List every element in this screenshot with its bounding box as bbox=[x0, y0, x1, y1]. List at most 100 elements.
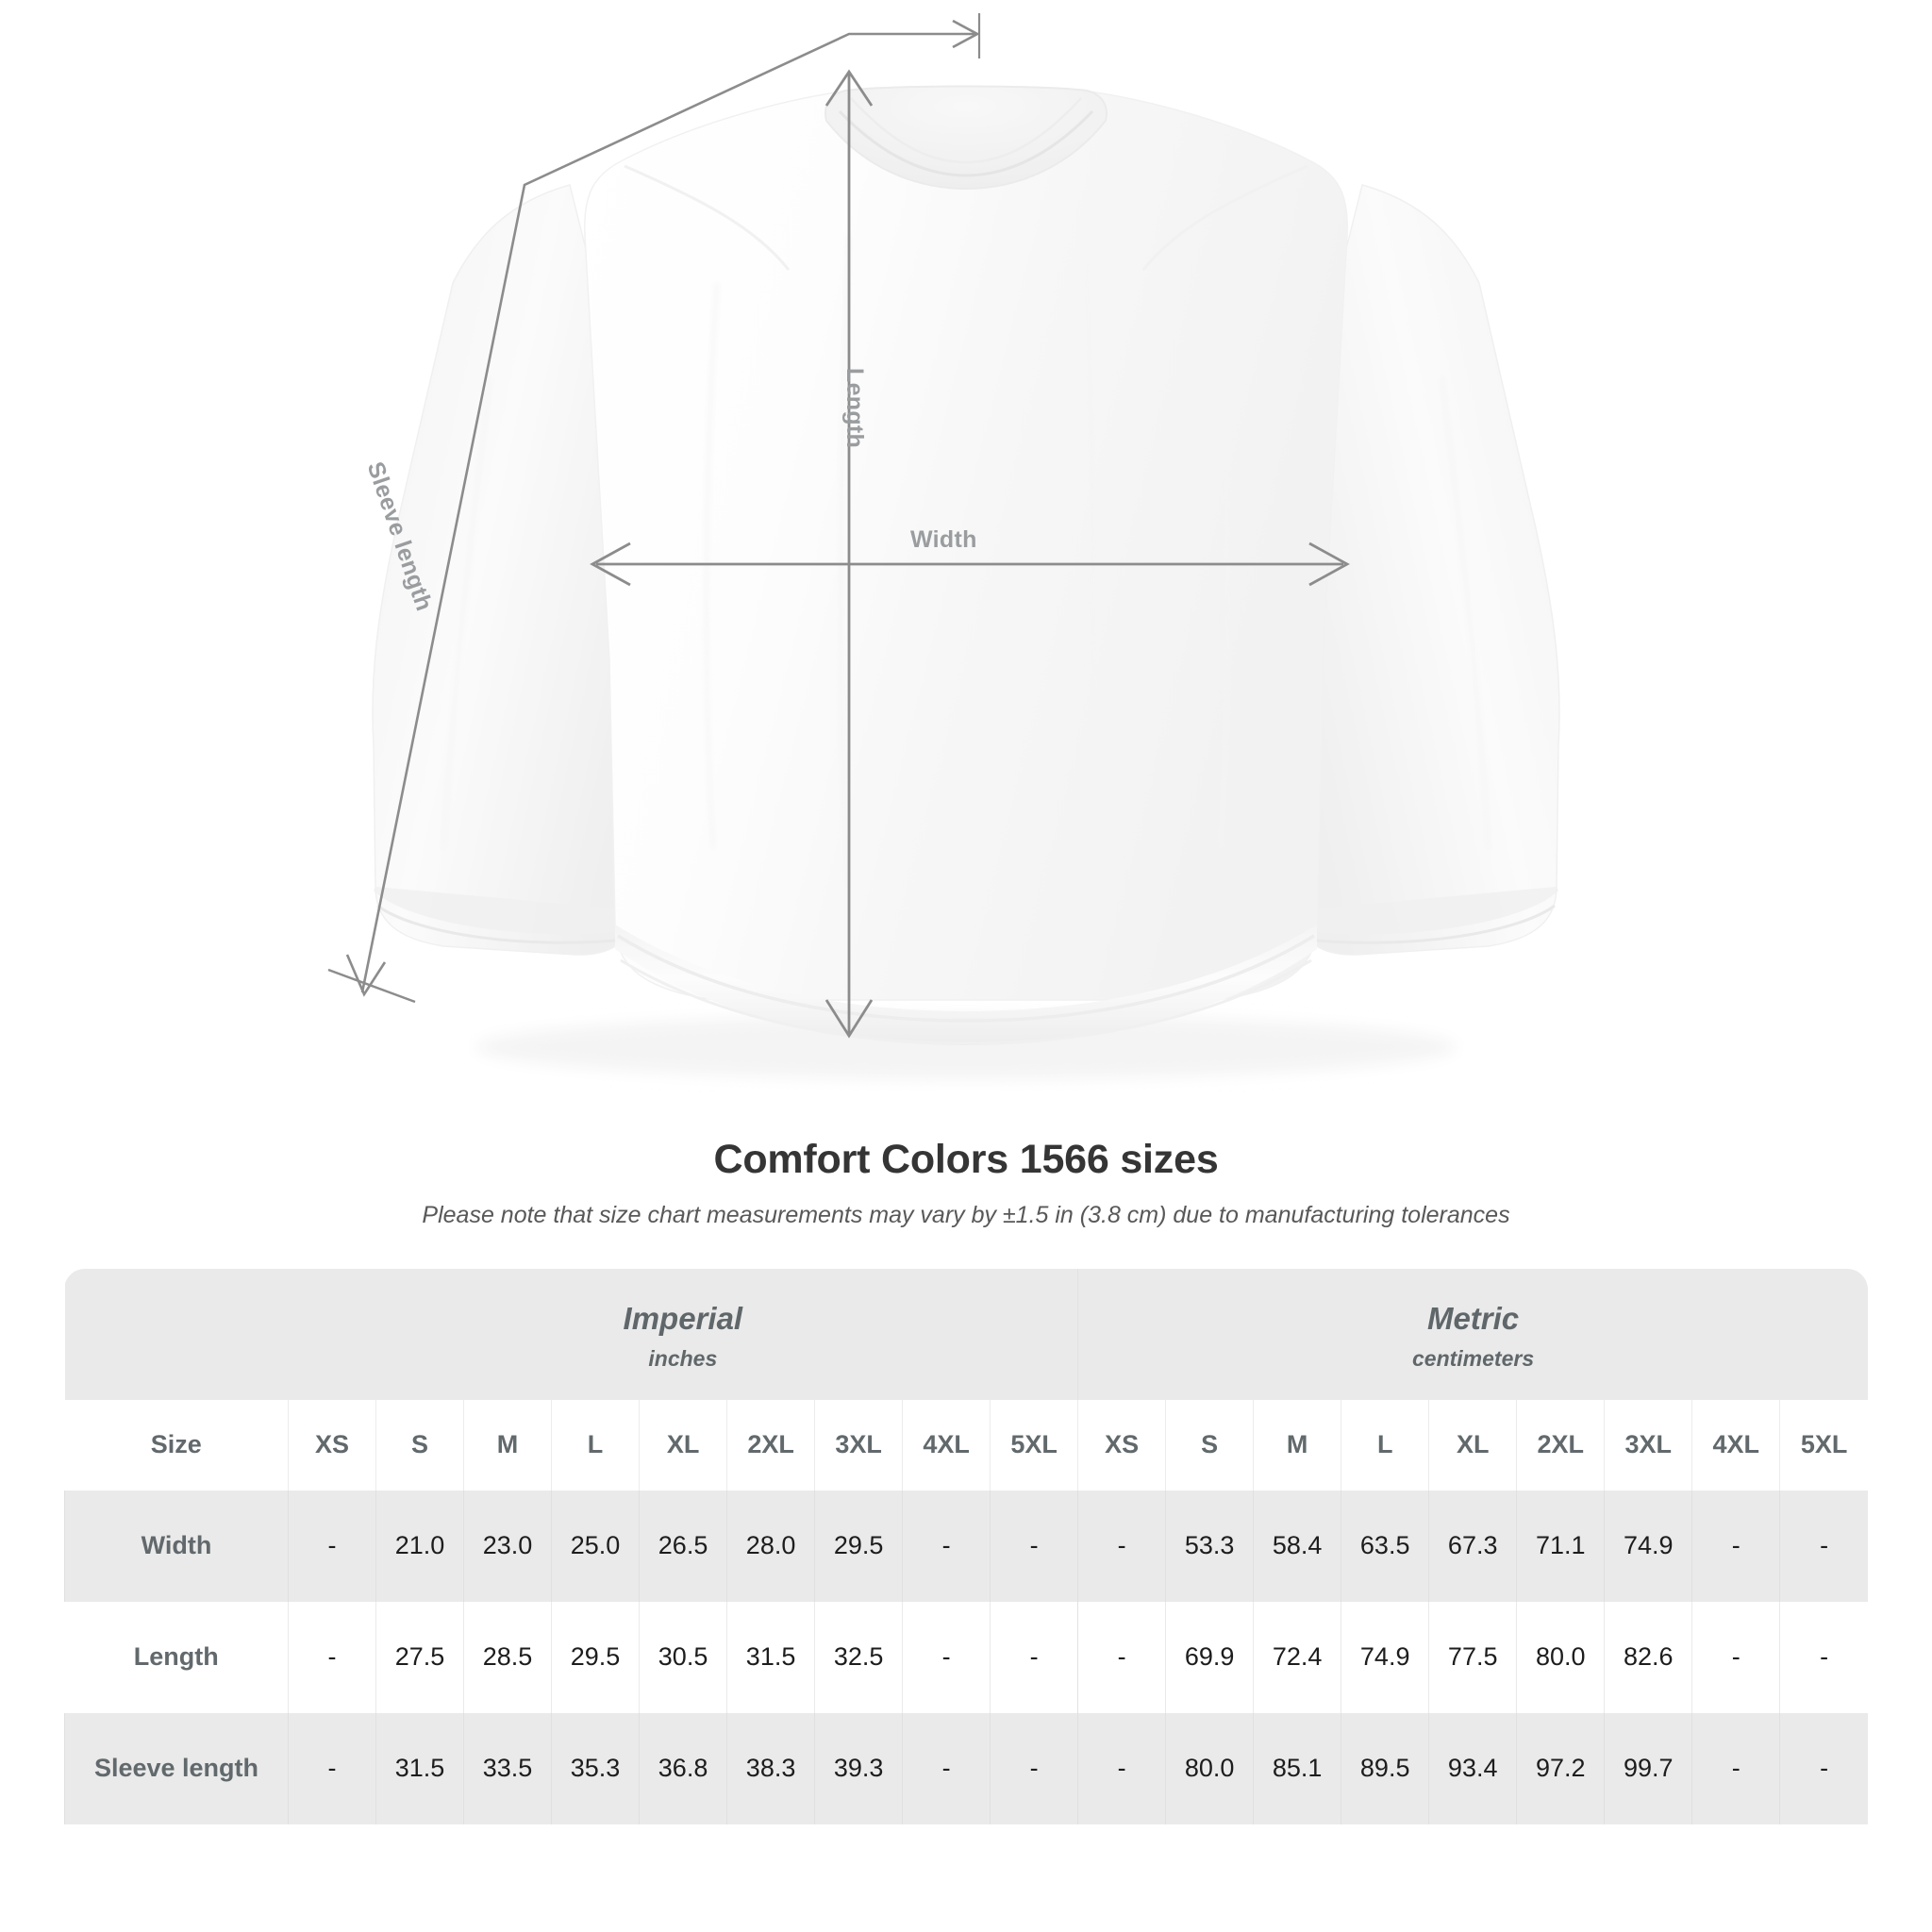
cell-sleeve-5xl-in: - bbox=[990, 1712, 1078, 1824]
row-label-sleeve-length: Sleeve length bbox=[64, 1712, 289, 1824]
size-col-5xl-metric: 5XL bbox=[1779, 1399, 1868, 1491]
cell-length-m-cm: 72.4 bbox=[1253, 1601, 1341, 1713]
size-col-l-imperial: L bbox=[551, 1399, 640, 1491]
size-col-4xl-metric: 4XL bbox=[1691, 1399, 1780, 1491]
size-col-s-metric: S bbox=[1165, 1399, 1254, 1491]
cell-length-4xl-cm: - bbox=[1691, 1601, 1780, 1713]
cell-length-l-cm: 74.9 bbox=[1341, 1601, 1429, 1713]
cell-sleeve-4xl-cm: - bbox=[1691, 1712, 1780, 1824]
cell-width-xl-in: 26.5 bbox=[639, 1490, 727, 1602]
cell-sleeve-xs-cm: - bbox=[1077, 1712, 1166, 1824]
size-col-xs-imperial: XS bbox=[287, 1399, 376, 1491]
cell-width-m-cm: 58.4 bbox=[1253, 1490, 1341, 1602]
cell-length-2xl-cm: 80.0 bbox=[1516, 1601, 1605, 1713]
sweatshirt-illustration bbox=[372, 85, 1560, 1079]
row-label-width: Width bbox=[64, 1490, 289, 1602]
cell-length-s-in: 27.5 bbox=[375, 1601, 464, 1713]
cell-width-2xl-in: 28.0 bbox=[726, 1490, 815, 1602]
size-col-s-imperial: S bbox=[375, 1399, 464, 1491]
size-col-2xl-metric: 2XL bbox=[1516, 1399, 1605, 1491]
unit-header-imperial: Imperial inches bbox=[288, 1269, 1078, 1400]
size-col-2xl-imperial: 2XL bbox=[726, 1399, 815, 1491]
cell-width-s-cm: 53.3 bbox=[1165, 1490, 1254, 1602]
row-label-length: Length bbox=[133, 1642, 219, 1672]
cell-length-xs-in: - bbox=[287, 1601, 376, 1713]
cell-width-l-in: 25.0 bbox=[551, 1490, 640, 1602]
cell-length-4xl-in: - bbox=[902, 1601, 991, 1713]
size-col-m-metric: M bbox=[1253, 1399, 1341, 1491]
cell-width-4xl-cm: - bbox=[1691, 1490, 1780, 1602]
page-title: Comfort Colors 1566 sizes bbox=[713, 1137, 1219, 1182]
cell-length-m-in: 28.5 bbox=[463, 1601, 552, 1713]
cell-width-xs-cm: - bbox=[1077, 1490, 1166, 1602]
cell-sleeve-xs-in: - bbox=[287, 1712, 376, 1824]
cell-length-2xl-in: 31.5 bbox=[726, 1601, 815, 1713]
cell-sleeve-s-in: 31.5 bbox=[375, 1712, 464, 1824]
cell-width-l-cm: 63.5 bbox=[1341, 1490, 1429, 1602]
size-col-4xl-imperial: 4XL bbox=[902, 1399, 991, 1491]
size-table-wrapper: Imperial inches Metric centimeters Size … bbox=[64, 1269, 1868, 1824]
cell-width-m-in: 23.0 bbox=[463, 1490, 552, 1602]
unit-name-metric: Metric bbox=[1426, 1301, 1520, 1336]
unit-header-row: Imperial inches Metric centimeters bbox=[64, 1269, 1868, 1400]
cell-length-5xl-cm: - bbox=[1779, 1601, 1868, 1713]
cell-width-3xl-cm: 74.9 bbox=[1604, 1490, 1692, 1602]
cell-width-xl-cm: 67.3 bbox=[1428, 1490, 1517, 1602]
size-col-5xl-imperial: 5XL bbox=[990, 1399, 1078, 1491]
cell-sleeve-m-in: 33.5 bbox=[463, 1712, 552, 1824]
cell-sleeve-3xl-in: 39.3 bbox=[814, 1712, 903, 1824]
cell-sleeve-5xl-cm: - bbox=[1779, 1712, 1868, 1824]
measurement-annotations bbox=[327, 13, 1350, 1039]
size-table-body: Width - 21.0 23.0 25.0 26.5 28.0 29.5 - … bbox=[64, 1490, 1868, 1824]
cell-sleeve-3xl-cm: 99.7 bbox=[1604, 1712, 1692, 1824]
cell-sleeve-m-cm: 85.1 bbox=[1253, 1712, 1341, 1824]
size-col-xl-metric: XL bbox=[1428, 1399, 1517, 1491]
sleeve-length-line bbox=[360, 32, 977, 993]
cell-width-5xl-in: - bbox=[990, 1490, 1078, 1602]
unit-sub-metric: centimeters bbox=[1412, 1345, 1535, 1371]
size-col-3xl-metric: 3XL bbox=[1604, 1399, 1692, 1491]
title-block: Comfort Colors 1566 sizes Please note th… bbox=[0, 1137, 1932, 1229]
cell-length-l-in: 29.5 bbox=[551, 1601, 640, 1713]
size-col-l-metric: L bbox=[1341, 1399, 1429, 1491]
page-subtitle: Please note that size chart measurements… bbox=[422, 1202, 1510, 1228]
cell-sleeve-l-cm: 89.5 bbox=[1341, 1712, 1429, 1824]
garment-diagram: Length Width Sleeve length bbox=[327, 13, 1560, 1079]
cell-length-5xl-in: - bbox=[990, 1601, 1078, 1713]
cell-width-4xl-in: - bbox=[902, 1490, 991, 1602]
unit-header-spacer bbox=[64, 1269, 289, 1400]
size-table: Imperial inches Metric centimeters Size … bbox=[64, 1269, 1868, 1824]
cell-sleeve-4xl-in: - bbox=[902, 1712, 991, 1824]
size-col-3xl-imperial: 3XL bbox=[814, 1399, 903, 1491]
cell-length-xs-cm: - bbox=[1077, 1601, 1166, 1713]
cell-length-3xl-cm: 82.6 bbox=[1604, 1601, 1692, 1713]
cell-sleeve-xl-cm: 93.4 bbox=[1428, 1712, 1517, 1824]
table-row: Length - 27.5 28.5 29.5 30.5 31.5 32.5 -… bbox=[64, 1601, 1868, 1713]
cell-sleeve-xl-in: 36.8 bbox=[639, 1712, 727, 1824]
cell-length-s-cm: 69.9 bbox=[1165, 1601, 1254, 1713]
cell-sleeve-l-in: 35.3 bbox=[551, 1712, 640, 1824]
cell-sleeve-2xl-in: 38.3 bbox=[726, 1712, 815, 1824]
cell-width-xs-in: - bbox=[287, 1490, 376, 1602]
cell-width-5xl-cm: - bbox=[1779, 1490, 1868, 1602]
cell-length-xl-in: 30.5 bbox=[639, 1601, 727, 1713]
cell-width-s-in: 21.0 bbox=[375, 1490, 464, 1602]
size-col-xl-imperial: XL bbox=[639, 1399, 727, 1491]
table-row: Sleeve length - 31.5 33.5 35.3 36.8 38.3… bbox=[64, 1712, 1868, 1824]
width-label: Width bbox=[910, 526, 977, 553]
cell-width-3xl-in: 29.5 bbox=[814, 1490, 903, 1602]
size-col-m-imperial: M bbox=[463, 1399, 552, 1491]
unit-sub-imperial: inches bbox=[648, 1345, 718, 1371]
unit-name-imperial: Imperial bbox=[623, 1301, 743, 1336]
cell-width-2xl-cm: 71.1 bbox=[1516, 1490, 1605, 1602]
size-col-xs-metric: XS bbox=[1077, 1399, 1166, 1491]
unit-header-metric: Metric centimeters bbox=[1077, 1269, 1868, 1400]
cell-sleeve-2xl-cm: 97.2 bbox=[1516, 1712, 1605, 1824]
cell-length-3xl-in: 32.5 bbox=[814, 1601, 903, 1713]
length-label: Length bbox=[841, 368, 868, 449]
size-column-header: Size bbox=[150, 1430, 202, 1459]
size-header-row: Size XS S M L XL 2XL 3XL 4XL 5XL XS S M … bbox=[64, 1399, 1868, 1491]
cell-length-xl-cm: 77.5 bbox=[1428, 1601, 1517, 1713]
table-row: Width - 21.0 23.0 25.0 26.5 28.0 29.5 - … bbox=[64, 1490, 1868, 1602]
